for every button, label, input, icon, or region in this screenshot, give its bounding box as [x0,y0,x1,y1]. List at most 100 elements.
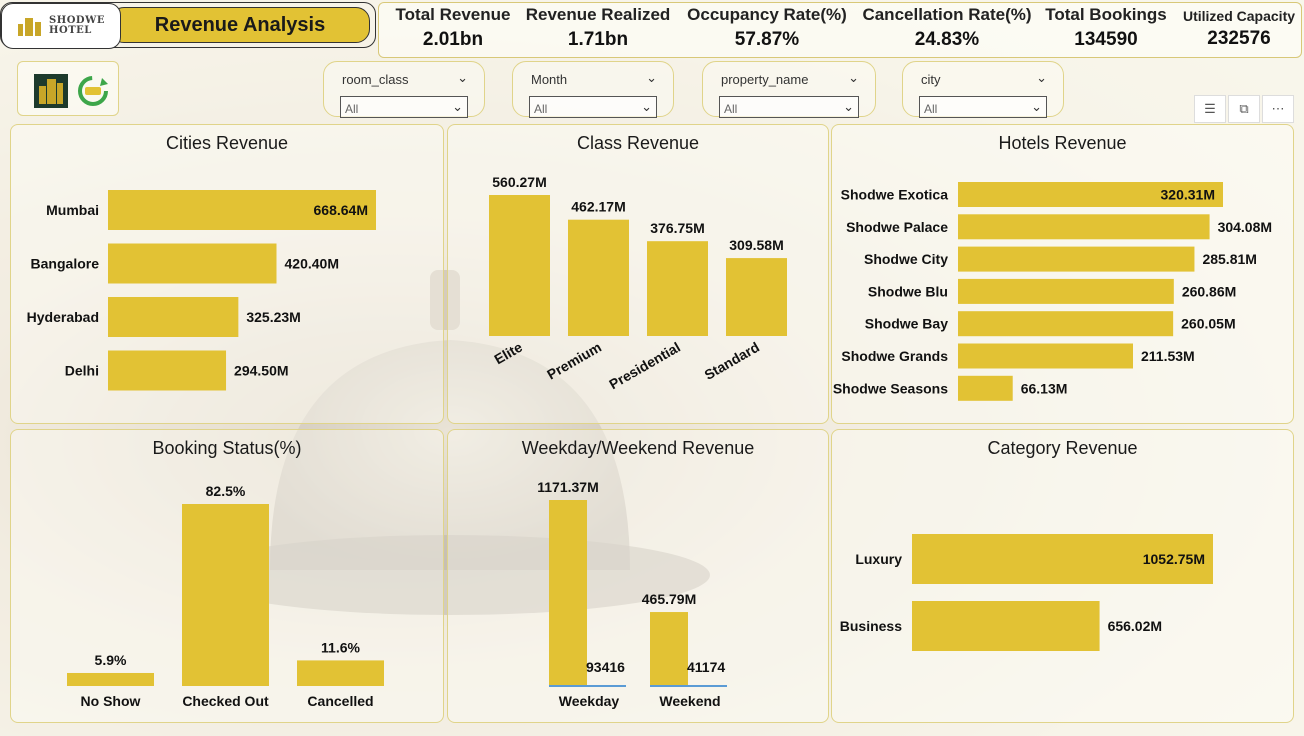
data-label: 462.17M [571,199,625,215]
data-label: 211.53M [1141,348,1195,364]
slicer-title: Month [531,72,568,87]
bar [958,182,1223,207]
slicer-dropdown[interactable]: All ⌄ [340,96,468,118]
filter-icon[interactable]: ☰ [1194,95,1226,123]
data-label: 465.79M [642,591,696,607]
chevron-down-icon[interactable]: ⌄ [646,70,657,85]
bar [182,504,269,686]
bar [489,195,550,336]
category-revenue-plot: Luxury 1052.75M Business 656.02M [840,534,1213,651]
data-label: 304.08M [1218,219,1272,235]
chart-title: Hotels Revenue [998,133,1127,153]
data-label: 294.50M [234,363,288,379]
hotel-logo-icon [18,18,42,36]
chevron-down-icon: ⌄ [641,99,652,114]
data-label: 320.31M [1161,187,1215,203]
data-label: 656.02M [1108,618,1162,634]
slicer-dropdown[interactable]: All ⌄ [529,96,657,118]
bar [958,343,1134,369]
kpi-utilized-capacity: Utilized Capacity 232576 [1177,5,1301,50]
category-label: Hyderabad [27,309,99,325]
bar [568,219,629,336]
building-icon[interactable] [34,74,68,108]
slicer-dropdown[interactable]: All ⌄ [919,96,1047,118]
kpi-value: 134590 [1074,29,1138,50]
slicer-room-class[interactable]: room_class ⌄ All ⌄ [323,61,485,118]
category-label: Delhi [65,363,99,379]
slicer-value: All [534,102,548,116]
category-label: Standard [701,339,762,383]
category-label: Shodwe Seasons [833,380,948,396]
kpi-strip: Total Revenue 2.01bn Revenue Realized 1.… [378,2,1302,58]
slicer-property-name[interactable]: property_name ⌄ All ⌄ [702,61,876,118]
data-label: 5.9% [95,652,127,668]
kpi-revenue-realized: Revenue Realized 1.71bn [523,5,673,51]
category-label: Luxury [855,551,902,567]
category-label: Shodwe Blu [868,283,948,299]
kpi-label: Utilized Capacity [1182,8,1296,24]
kpi-value: 24.83% [914,29,980,50]
kpi-value: 232576 [1207,28,1271,49]
bar [108,190,376,230]
slicer-dropdown[interactable]: All ⌄ [719,96,859,118]
kpi-value: 1.71bn [567,29,629,50]
category-label: Mumbai [46,202,99,218]
kpi-occupancy-rate: Occupancy Rate(%) 57.87% [685,5,849,51]
secondary-data-label: 41174 [687,659,725,675]
hotels-revenue-plot: Shodwe Exotica 320.31M Shodwe Palace 304.08… [833,182,1272,401]
bar [650,612,688,686]
brand-line-2: HOTEL [49,25,92,36]
data-label: 66.13M [1021,380,1068,396]
chevron-down-icon: ⌄ [1031,99,1042,114]
data-label: 1171.37M [537,479,599,495]
data-label: 260.86M [1182,283,1236,299]
kpi-label: Occupancy Rate(%) [687,5,847,24]
more-options-icon[interactable]: ⋯ [1262,95,1294,123]
data-label: 560.27M [492,174,546,190]
chevron-down-icon[interactable]: ⌄ [457,70,468,85]
chevron-down-icon[interactable]: ⌄ [1036,70,1047,85]
data-label: 82.5% [206,483,246,499]
category-label: Elite [491,339,525,368]
class-revenue-plot: 560.27M Elite 462.17M Premium 376.75M Preside… [489,174,787,393]
data-label: 1052.75M [1143,551,1205,567]
slicer-city[interactable]: city ⌄ All ⌄ [902,61,1064,118]
kpi-value: 2.01bn [422,29,484,50]
category-label: Weekend [659,693,720,709]
category-label: Shodwe Palace [846,219,948,235]
bar [958,311,1174,337]
brand-logo: SHODWE HOTEL [1,3,121,49]
cities-revenue-plot: Mumbai 668.64M Bangalore 420.40M Hyderabad 32… [27,190,376,391]
slicer-month[interactable]: Month ⌄ All ⌄ [512,61,674,118]
kpi-label: Total Revenue [395,5,511,24]
data-label: 325.23M [246,309,300,325]
chart-title: Class Revenue [576,133,700,153]
hotels-revenue-chart: Hotels Revenue Shodwe Exotica 320.31M Shod… [831,124,1294,424]
chevron-down-icon[interactable]: ⌄ [848,70,859,85]
data-label: 309.58M [729,237,783,253]
slicer-title: property_name [721,72,809,87]
data-label: 376.75M [650,220,704,236]
data-label: 11.6% [321,639,360,655]
kpi-total-bookings: Total Bookings 134590 [1043,5,1169,51]
bar [108,297,239,337]
week-refresh-icon[interactable] [76,74,110,108]
focus-mode-icon[interactable]: ⧉ [1228,95,1260,123]
category-label: Shodwe Grands [841,348,948,364]
slicer-title: city [921,72,941,87]
bar [912,601,1100,651]
data-label: 260.05M [1181,316,1235,332]
data-label: 668.64M [314,202,368,218]
category-label: Checked Out [182,693,269,709]
slicer-value: All [924,102,938,116]
category-label: Presidential [606,339,683,393]
bar [958,214,1210,240]
data-label: 420.40M [285,256,339,272]
chart-title: Weekday/Weekend Revenue [521,438,755,458]
category-revenue-chart: Category Revenue Luxury 1052.75M Business 6… [831,429,1294,723]
visual-toolbar: ☰ ⧉ ⋯ [1194,95,1294,123]
kpi-label: Total Bookings [1045,5,1167,24]
bar [958,375,1013,401]
category-label: Shodwe Exotica [841,187,949,203]
category-label: No Show [81,693,141,709]
